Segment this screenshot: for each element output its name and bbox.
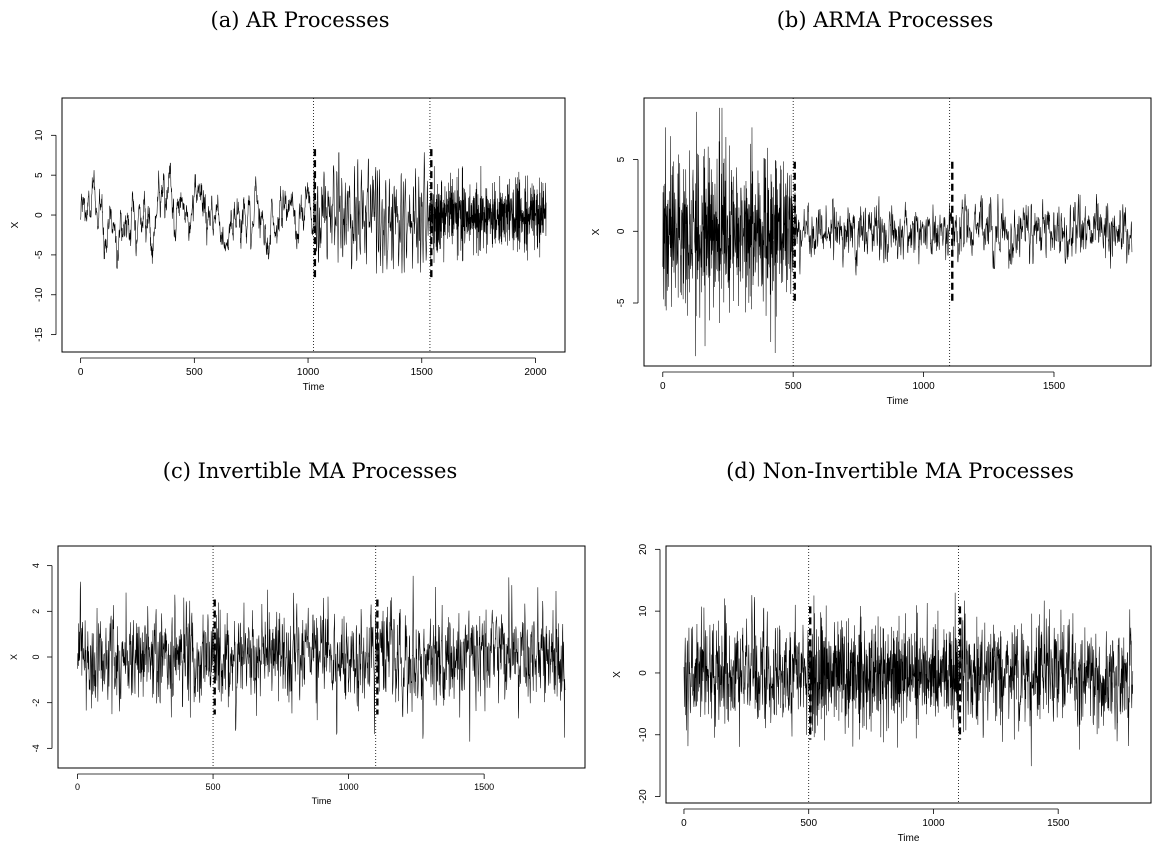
y-tick-label: 5 <box>34 172 45 178</box>
y-tick-label: 0 <box>638 670 649 676</box>
plot-frame <box>665 545 1152 804</box>
y-tick-label: -10 <box>638 727 649 742</box>
y-tick-label: 2 <box>31 609 41 614</box>
y-tick-label: 20 <box>638 543 649 555</box>
x-tick-label: 1500 <box>1047 818 1070 829</box>
x-tick-label: 0 <box>78 367 84 378</box>
y-tick-label: -10 <box>34 287 45 302</box>
x-tick-label: 2000 <box>524 367 547 378</box>
y-axis-label: X <box>10 221 21 228</box>
y-tick-label: 4 <box>31 563 41 568</box>
y-axis-label: X <box>591 228 602 235</box>
series-line <box>662 107 1133 357</box>
y-tick-label: -2 <box>31 699 41 707</box>
panel-d-caption: (d) Non-Invertible MA Processes <box>726 459 1074 483</box>
series-line <box>683 592 1134 767</box>
y-tick-label: -4 <box>31 744 41 752</box>
x-tick-label: 1000 <box>922 818 945 829</box>
y-axis-label: X <box>612 671 623 678</box>
y-tick-label: -5 <box>616 298 627 307</box>
x-tick-label: 0 <box>75 782 80 792</box>
x-tick-label: 1500 <box>474 782 494 792</box>
x-axis-label: Time <box>887 396 909 407</box>
y-tick-label: 0 <box>31 654 41 659</box>
x-axis-label: Time <box>312 796 332 806</box>
x-tick-label: 500 <box>785 381 802 392</box>
plot-frame <box>643 97 1152 367</box>
x-axis-label: Time <box>303 382 325 393</box>
y-tick-label: 0 <box>34 212 45 218</box>
panel-c-caption: (c) Invertible MA Processes <box>162 459 458 483</box>
x-tick-label: 500 <box>800 818 817 829</box>
panel-a-caption: (a) AR Processes <box>210 8 390 32</box>
series-line <box>80 152 547 274</box>
x-tick-label: 500 <box>186 367 203 378</box>
x-tick-label: 1500 <box>1043 381 1066 392</box>
x-tick-label: 500 <box>206 782 221 792</box>
y-tick-label: 10 <box>34 129 45 141</box>
panel-b-caption: (b) ARMA Processes <box>776 8 994 32</box>
y-tick-label: -5 <box>34 250 45 259</box>
y-tick-label: 0 <box>616 228 627 234</box>
y-tick-label: 5 <box>616 156 627 162</box>
x-tick-label: 1000 <box>339 782 359 792</box>
x-tick-label: 0 <box>681 818 687 829</box>
y-axis-label: X <box>9 654 19 660</box>
x-axis-label: Time <box>898 833 920 844</box>
x-tick-label: 1500 <box>411 367 434 378</box>
x-tick-label: 1000 <box>912 381 935 392</box>
plot-frame <box>57 545 586 769</box>
x-tick-label: 1000 <box>297 367 320 378</box>
y-tick-label: 10 <box>638 605 649 617</box>
y-tick-label: -15 <box>34 327 45 342</box>
series-line <box>77 575 566 742</box>
y-tick-label: -20 <box>638 789 649 804</box>
x-tick-label: 0 <box>660 381 666 392</box>
